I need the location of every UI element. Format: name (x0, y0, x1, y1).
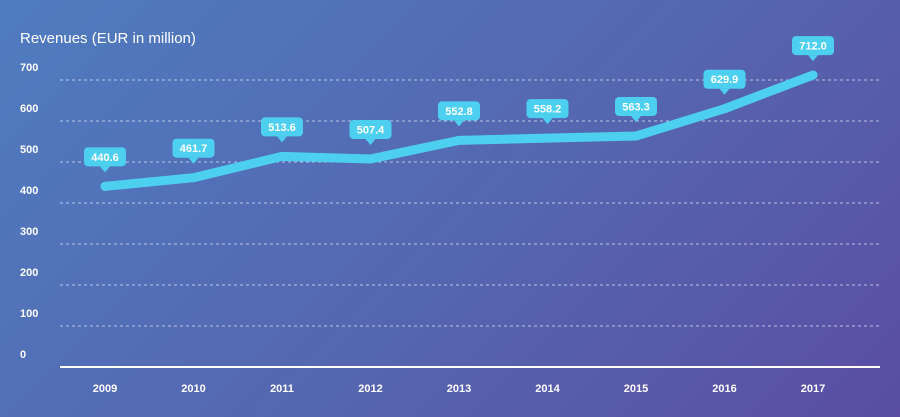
x-tick-label: 2013 (447, 383, 471, 395)
y-axis-ticks: 0 100 200 300 400 500 600 700 (20, 62, 38, 361)
y-tick-label: 700 (20, 62, 38, 74)
data-label-box (349, 119, 392, 139)
data-label-text: 440.6 (91, 152, 119, 164)
data-label: 513.6 (261, 117, 303, 143)
x-tick-label: 2014 (535, 383, 560, 395)
x-tick-label: 2010 (181, 383, 205, 395)
data-label-box (792, 36, 834, 56)
data-label-text: 461.7 (180, 143, 208, 155)
data-label-text: 629.9 (711, 74, 739, 86)
x-tick-label: 2011 (270, 383, 294, 395)
data-label: 552.8 (438, 101, 480, 127)
data-label-pointer (277, 136, 287, 143)
data-label-text: 507.4 (357, 124, 385, 136)
data-labels: 440.6 461.7 513.6 507.4 552.8 558.2 563.3 629.9… (84, 36, 834, 191)
data-label-pointer (719, 88, 730, 95)
x-tick-label: 2017 (801, 383, 825, 395)
data-label-box (526, 99, 569, 119)
data-label-pointer (365, 138, 376, 145)
data-point (100, 181, 110, 191)
data-point (189, 173, 198, 183)
revenue-series-line (100, 70, 818, 191)
data-label-pointer (454, 120, 464, 127)
x-tick-label: 2015 (624, 383, 648, 395)
data-label-text: 558.2 (534, 104, 562, 116)
data-label-box (703, 69, 746, 89)
data-label-pointer (808, 55, 818, 62)
y-tick-label: 100 (20, 308, 38, 320)
data-label: 461.7 (172, 138, 215, 164)
gridlines (60, 79, 880, 327)
data-label-text: 552.8 (445, 106, 473, 118)
data-label-pointer (100, 166, 110, 173)
data-label: 507.4 (349, 119, 392, 145)
data-label-pointer (631, 116, 641, 123)
data-label-box (84, 147, 126, 167)
data-point (277, 151, 287, 161)
data-label: 440.6 (84, 147, 126, 173)
data-label: 558.2 (526, 99, 569, 125)
data-label: 563.3 (615, 97, 657, 123)
data-label-pointer (542, 118, 553, 125)
data-point (366, 154, 375, 164)
data-point (631, 131, 641, 141)
data-label: 712.0 (792, 36, 834, 62)
data-label-box (172, 138, 215, 158)
data-point (808, 70, 818, 80)
y-tick-label: 500 (20, 144, 38, 156)
x-tick-label: 2009 (93, 383, 117, 395)
y-tick-label: 300 (20, 226, 38, 238)
data-point (720, 104, 729, 114)
data-point (454, 135, 464, 145)
chart-title: Revenues (EUR in million) (20, 30, 196, 47)
data-label-text: 712.0 (799, 41, 827, 53)
data-point (543, 133, 552, 143)
x-tick-label: 2012 (358, 383, 382, 395)
y-tick-label: 200 (20, 267, 38, 279)
y-tick-label: 400 (20, 185, 38, 197)
data-label: 629.9 (703, 69, 746, 95)
y-tick-label: 0 (20, 349, 26, 361)
data-label-box (261, 117, 303, 137)
data-label-box (615, 97, 657, 117)
data-label-text: 563.3 (622, 102, 650, 114)
data-label-pointer (188, 157, 199, 164)
data-label-box (438, 101, 480, 121)
data-label-text: 513.6 (268, 122, 296, 134)
y-tick-label: 600 (20, 103, 38, 115)
x-axis-ticks: 2009 2010 2011 2012 2013 2014 2015 2016 2017 (93, 383, 825, 395)
x-tick-label: 2016 (712, 383, 736, 395)
